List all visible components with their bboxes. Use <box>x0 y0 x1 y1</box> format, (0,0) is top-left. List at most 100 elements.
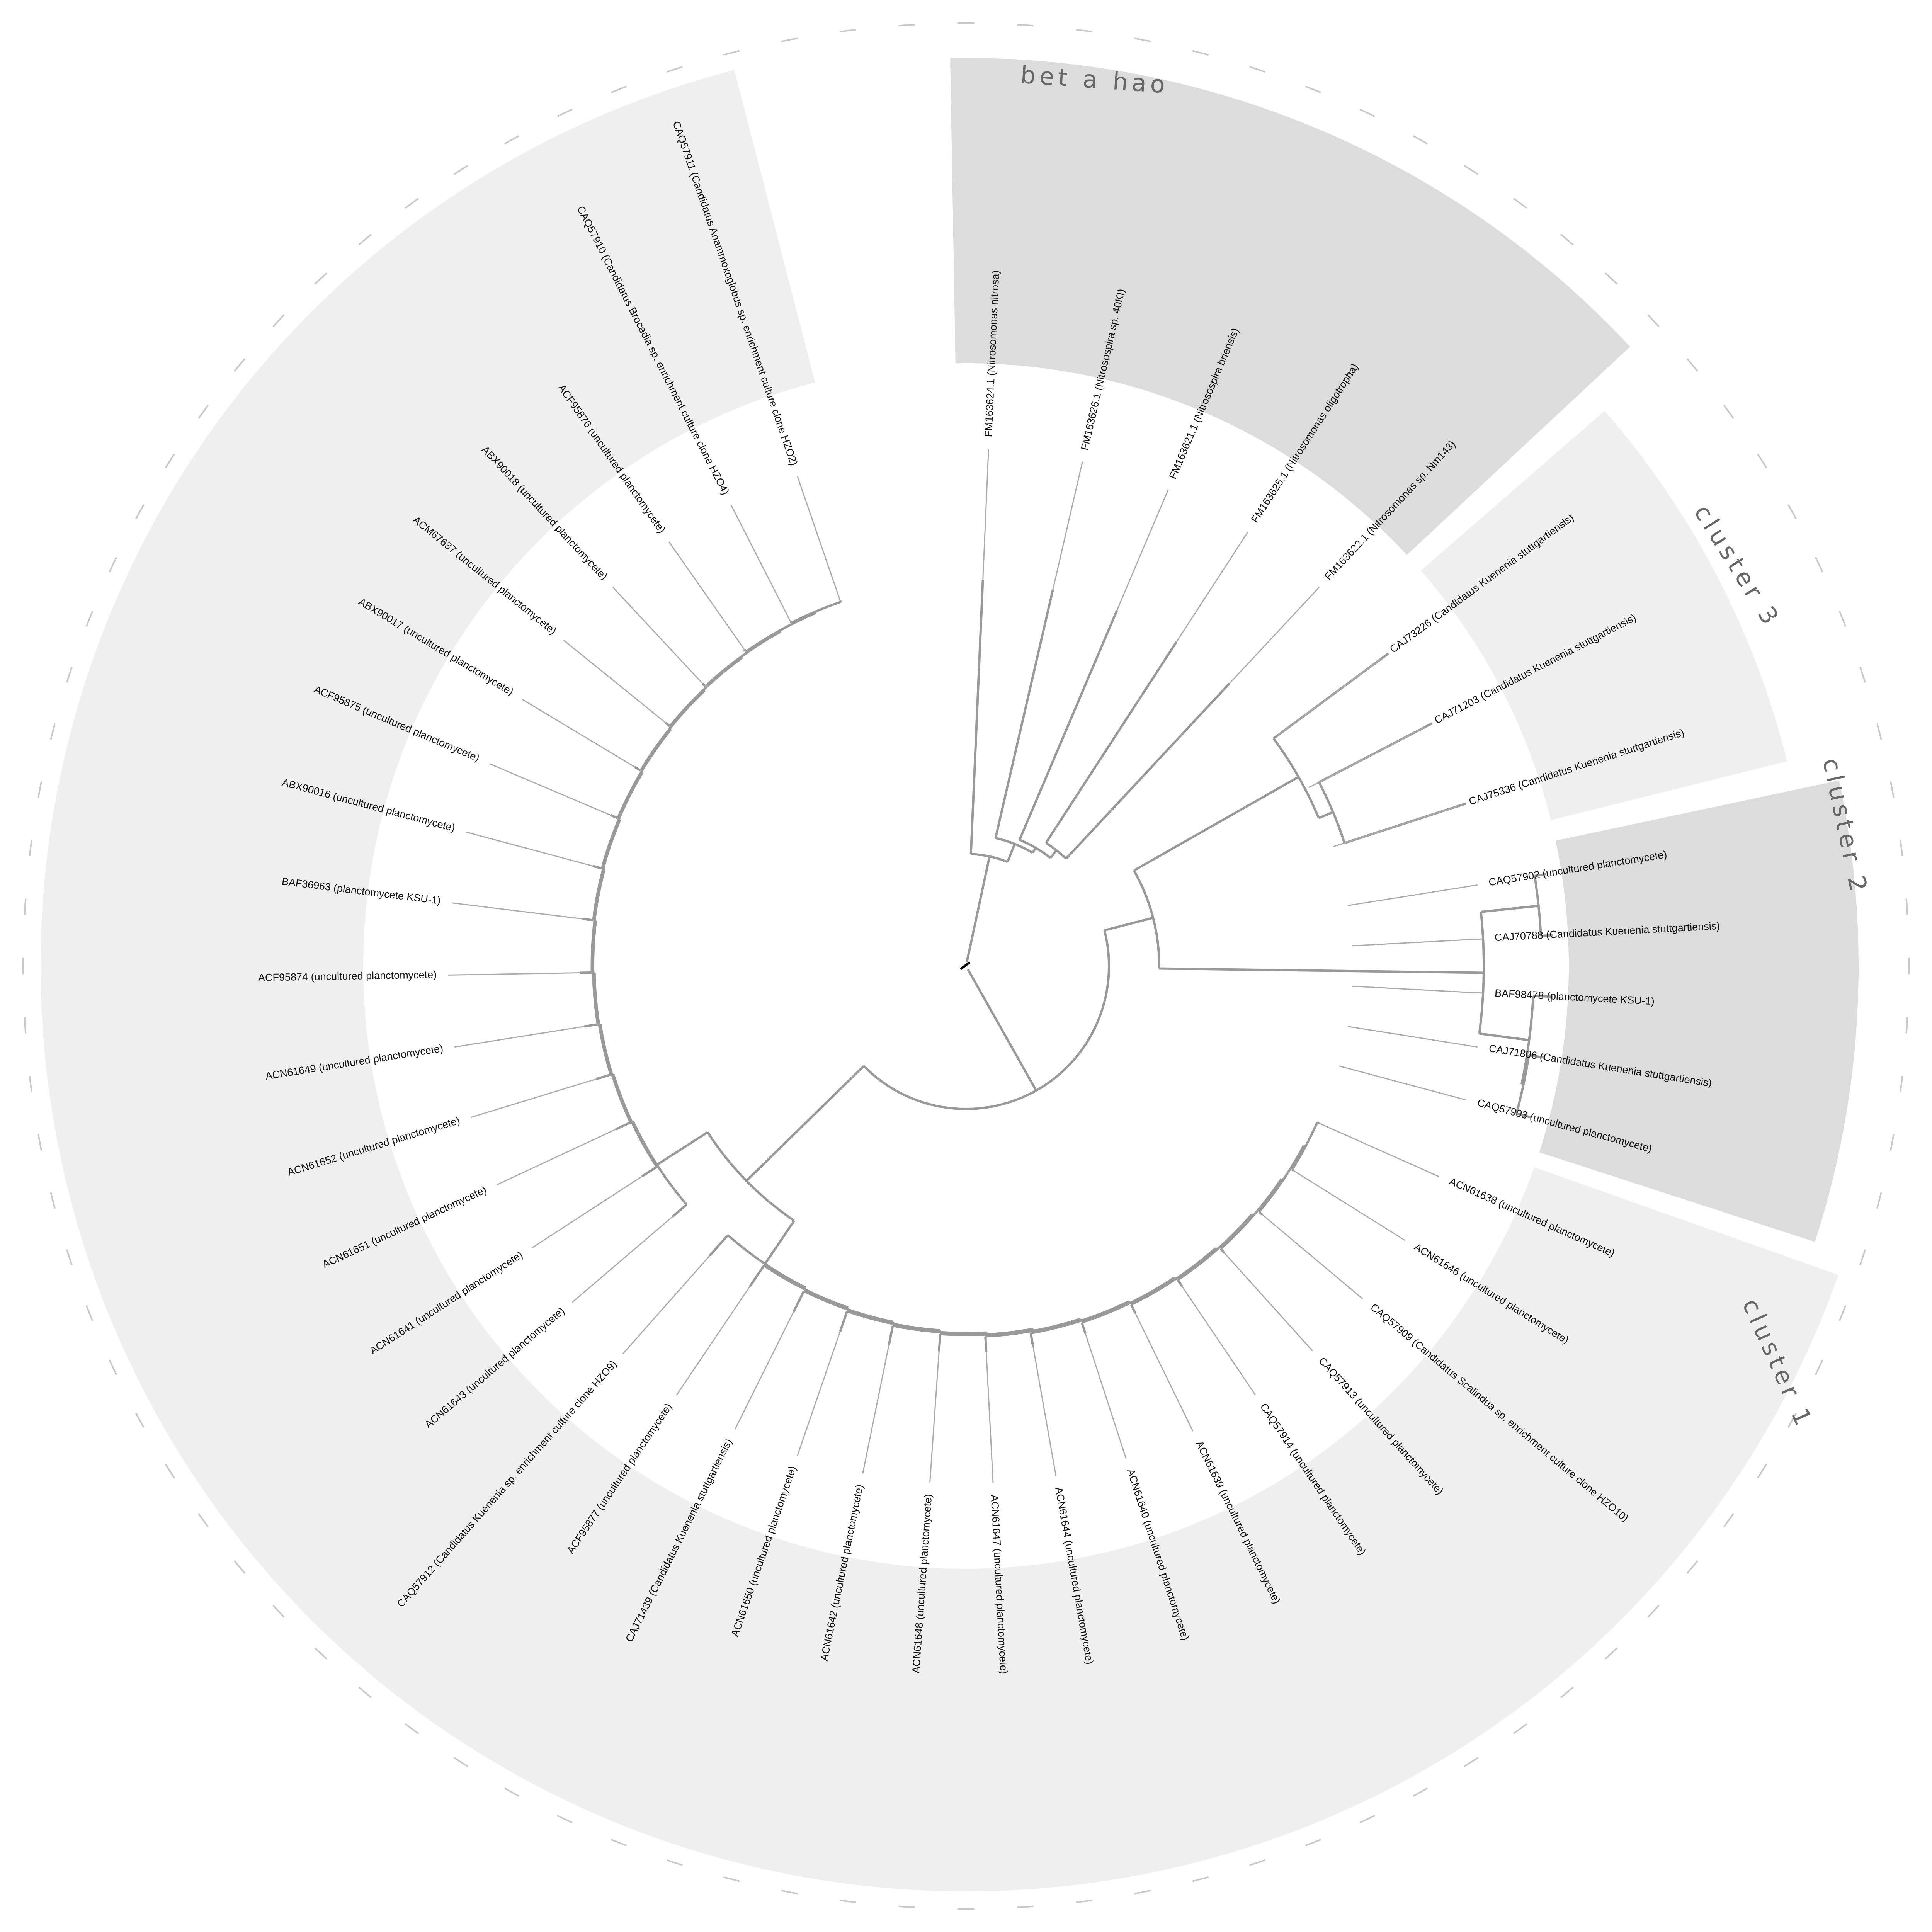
outer-tick <box>1686 1560 1699 1574</box>
branch-arc <box>847 1310 940 1332</box>
branch-segment <box>610 814 619 820</box>
leaf-leader-line <box>676 1286 751 1396</box>
leaf-leader-line <box>929 1351 940 1483</box>
outer-tick <box>165 1464 175 1479</box>
branch-arc <box>995 837 1034 854</box>
branch-arc <box>1220 1178 1283 1250</box>
outer-tick <box>1859 667 1866 683</box>
leaf-leader-line <box>572 1216 673 1303</box>
outer-tick <box>667 1859 683 1866</box>
outer-tick <box>1815 1359 1823 1375</box>
outer-tick <box>66 667 73 683</box>
branch-arc <box>1081 1277 1175 1324</box>
branch-segment <box>1541 934 1553 937</box>
outer-tick <box>898 24 915 27</box>
branch-arc <box>893 1324 987 1334</box>
outer-tick <box>165 453 175 468</box>
leaf-leader-line <box>1339 1065 1466 1101</box>
branch-arc <box>1272 738 1320 819</box>
leaf-leader-line <box>496 1129 616 1185</box>
branch-segment <box>764 1220 795 1265</box>
outer-tick <box>504 1787 520 1797</box>
outer-tick <box>1787 504 1797 520</box>
outer-tick <box>1359 109 1375 117</box>
outer-tick <box>1605 1647 1618 1660</box>
outer-tick <box>233 358 246 372</box>
branch-segment <box>701 682 706 687</box>
outer-tick <box>1249 66 1265 73</box>
outer-tick <box>1876 1192 1882 1209</box>
outer-tick <box>1905 898 1908 915</box>
branch-segment <box>584 1023 598 1028</box>
branch-segment <box>1080 1322 1087 1334</box>
branch-segment <box>1258 1211 1263 1216</box>
leaf-leader-line <box>982 449 989 580</box>
outer-tick <box>405 197 419 209</box>
outer-tick <box>37 781 43 798</box>
leaf-leader-line <box>1032 1346 1057 1476</box>
branch-arc <box>1258 1145 1305 1213</box>
outer-ticks <box>22 22 1910 1910</box>
branch-segment <box>938 1334 942 1352</box>
outer-tick <box>453 165 468 175</box>
outer-tick <box>1605 272 1618 285</box>
leaf-leader-line <box>471 1078 597 1118</box>
branch-arc <box>599 1024 632 1123</box>
outer-tick <box>1905 1017 1908 1034</box>
outer-tick <box>557 1815 573 1823</box>
leaf-leader-line <box>1116 489 1169 611</box>
outer-tick <box>109 1359 117 1375</box>
outer-tick <box>1560 1686 1574 1699</box>
outer-tick <box>197 1513 209 1527</box>
leaf-leader-line <box>1308 726 1426 788</box>
outer-tick <box>1889 1134 1895 1151</box>
leaf-leader-line <box>1181 1286 1256 1396</box>
outer-tick <box>1686 358 1699 372</box>
branch-arc <box>940 1328 1034 1336</box>
outer-tick <box>1757 1464 1767 1479</box>
branch-segment <box>1533 994 1553 998</box>
branch-segment <box>1159 967 1484 974</box>
leaf-leader-line <box>531 1176 643 1249</box>
branch-segment <box>1481 905 1539 913</box>
outer-tick <box>1017 1905 1034 1908</box>
outer-tick <box>272 1605 285 1618</box>
outer-tick <box>1076 29 1093 32</box>
branch-segment <box>634 766 641 772</box>
leaf-leader-line <box>612 587 703 684</box>
leaf-leader-line <box>1262 1214 1363 1299</box>
branch-segment <box>592 865 602 870</box>
branch-segment <box>1049 849 1058 859</box>
outer-tick <box>1900 1076 1903 1093</box>
outer-tick <box>37 1134 43 1151</box>
outer-tick <box>557 109 573 117</box>
branch-segment <box>1045 641 1178 844</box>
branch-segment <box>1318 811 1334 819</box>
branch-segment <box>671 1204 687 1218</box>
outer-tick <box>233 1560 246 1574</box>
branch-arc <box>1133 870 1160 969</box>
clade-backgrounds <box>40 58 1859 1892</box>
branch-arc <box>593 972 612 1075</box>
branch-arc <box>791 600 841 624</box>
outer-tick <box>1723 1513 1735 1527</box>
branch-arc <box>669 656 743 727</box>
leaf-leader-line <box>1352 985 1483 994</box>
leaf-leader-line <box>622 1255 711 1354</box>
leaf-leader-line <box>1293 1170 1406 1241</box>
branch-segment <box>665 722 671 727</box>
outer-tick <box>1192 50 1209 56</box>
leaf-leader-line <box>489 763 611 816</box>
branch-arc <box>592 819 621 920</box>
branch-arc <box>1515 1055 1530 1114</box>
outer-tick <box>50 1192 56 1209</box>
leaf-leader-line <box>466 831 593 867</box>
branch-arc <box>590 869 606 973</box>
outer-tick <box>1305 1838 1321 1847</box>
outer-tick <box>1305 85 1321 94</box>
outer-tick <box>50 723 56 740</box>
outer-tick <box>723 1876 740 1882</box>
outer-tick <box>1647 1605 1660 1618</box>
branch-arc <box>600 772 644 869</box>
branch-arc <box>863 930 1111 1110</box>
